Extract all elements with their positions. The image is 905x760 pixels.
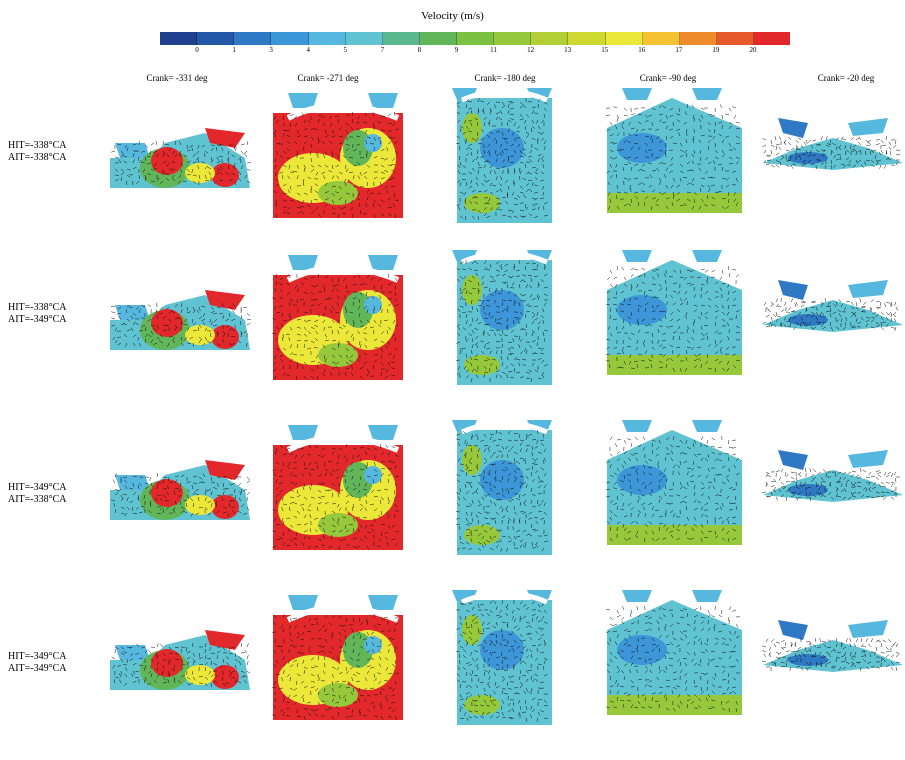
contour-panel (602, 590, 782, 730)
row-label-ait: AIT=-349°CA (8, 663, 67, 674)
colorbar-segment (754, 32, 790, 45)
colorbar-tick-label: 12 (527, 46, 534, 54)
colorbar-segment (160, 32, 197, 45)
colorbar-segment (531, 32, 568, 45)
contour-panel (105, 113, 285, 253)
colorbar-tick-label: 9 (455, 46, 459, 54)
contour-panel (602, 420, 782, 560)
column-header-4: Crank= -90 deg (640, 73, 697, 83)
column-header-1: Crank= -331 deg (146, 73, 207, 83)
colorbar-segment (606, 32, 643, 45)
colorbar-segment (383, 32, 420, 45)
colorbar-segment (271, 32, 308, 45)
column-header-3: Crank= -180 deg (474, 73, 535, 83)
contour-panel (105, 445, 285, 585)
column-header-5: Crank= -20 deg (818, 73, 875, 83)
colorbar-segment (457, 32, 494, 45)
row-label-hit: HIT=-349°CA (8, 651, 67, 662)
colorbar-tick-label: 7 (381, 46, 385, 54)
contour-panel (268, 590, 448, 730)
contour-panel (268, 250, 448, 390)
colorbar-segment (680, 32, 717, 45)
colorbar-tick-label: 4 (306, 46, 310, 54)
row-label-hit: HIT=-338°CA (8, 302, 67, 313)
colorbar-title: Velocity (m/s) (0, 10, 905, 22)
contour-panel (105, 275, 285, 415)
colorbar-tick-label: 1 (232, 46, 236, 54)
row-label-ait: AIT=-338°CA (8, 494, 67, 505)
row-label-ait: AIT=-349°CA (8, 314, 67, 325)
colorbar-segment (197, 32, 234, 45)
colorbar-segment (494, 32, 531, 45)
colorbar-tick-label: 3 (269, 46, 273, 54)
colorbar-segment (234, 32, 271, 45)
colorbar-tick-label: 5 (344, 46, 348, 54)
colorbar-segment (420, 32, 457, 45)
colorbar-tick-label: 0 (195, 46, 199, 54)
colorbar-tick-label: 15 (601, 46, 608, 54)
contour-panel (758, 620, 905, 760)
row-label-ait: AIT=-338°CA (8, 152, 67, 163)
contour-panel (758, 450, 905, 590)
colorbar-segment (309, 32, 346, 45)
colorbar-tick-label: 11 (490, 46, 497, 54)
contour-panel (758, 118, 905, 258)
contour-panel (268, 88, 448, 228)
velocity-colorbar (160, 32, 790, 45)
column-header-2: Crank= -271 deg (297, 73, 358, 83)
colorbar-segment (717, 32, 754, 45)
colorbar-tick-label: 20 (749, 46, 756, 54)
colorbar-tick-label: 8 (418, 46, 422, 54)
colorbar-segment (643, 32, 680, 45)
colorbar-tick-label: 17 (675, 46, 682, 54)
row-label-hit: HIT=-338°CA (8, 140, 67, 151)
colorbar-tick-label: 16 (638, 46, 645, 54)
colorbar-tick-label: 13 (564, 46, 571, 54)
contour-panel (602, 88, 782, 228)
contour-panel (602, 250, 782, 390)
contour-panel (105, 615, 285, 755)
contour-panel (268, 420, 448, 560)
colorbar-tick-label: 19 (712, 46, 719, 54)
colorbar-segment (346, 32, 383, 45)
colorbar-segment (568, 32, 605, 45)
row-label-hit: HIT=-349°CA (8, 482, 67, 493)
contour-panel (758, 280, 905, 420)
